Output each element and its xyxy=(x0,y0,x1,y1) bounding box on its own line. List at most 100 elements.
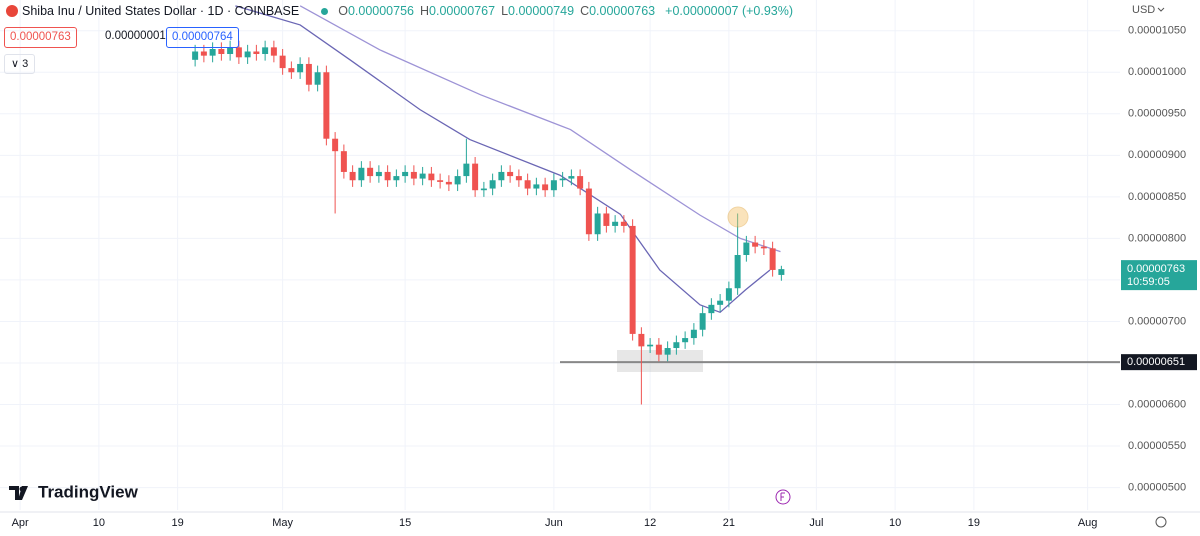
candle-body xyxy=(725,288,732,301)
candle-body xyxy=(708,304,715,314)
candle-body xyxy=(419,173,426,179)
symbol-title[interactable]: Shiba Inu / United States Dollar · 1D · … xyxy=(22,4,300,18)
candle-body xyxy=(568,176,575,179)
candle-body xyxy=(550,180,557,191)
x-tick-label: Jul xyxy=(809,517,823,529)
candle-body xyxy=(270,47,277,56)
candle-body xyxy=(332,138,339,152)
watermark: TradingView xyxy=(38,482,139,501)
candle-body xyxy=(235,47,242,58)
candle-body xyxy=(209,49,216,56)
candle-body xyxy=(227,47,234,54)
candle-body xyxy=(314,72,321,85)
overlay: 0.00001050 0.00001000 0.00000950 0.00000900… xyxy=(12,25,1197,529)
x-tick-label: May xyxy=(272,517,293,529)
last-price-label: 0.00000763 xyxy=(1127,263,1185,275)
event-icon-glyph xyxy=(780,492,785,501)
ohlc-value: 0.00000763 xyxy=(589,4,656,18)
x-tick-label: 19 xyxy=(968,517,980,529)
candle-body xyxy=(603,213,610,226)
candle-body xyxy=(690,329,697,339)
candle-body xyxy=(445,181,452,185)
ohlc-key: C xyxy=(580,4,590,18)
candle-body xyxy=(358,167,365,181)
sell-button[interactable]: 0.00000763 xyxy=(4,27,77,48)
candle-body xyxy=(752,242,759,247)
candle-body xyxy=(507,171,514,177)
settings-icon[interactable] xyxy=(1155,516,1167,528)
candle-body xyxy=(489,180,496,189)
indicators-toggle[interactable]: ∨ 3 xyxy=(4,54,36,74)
candle-body xyxy=(367,167,374,177)
y-tick-label: 0.00000500 xyxy=(1128,481,1186,493)
candle-body xyxy=(542,184,549,191)
y-tick-label: 0.00000600 xyxy=(1128,398,1186,410)
candle-body xyxy=(305,63,312,85)
candle-body xyxy=(577,176,584,189)
candle-body xyxy=(402,171,409,177)
countdown: 10:59:05 xyxy=(1127,276,1170,288)
candle-body xyxy=(262,47,269,54)
x-tick-label: 12 xyxy=(644,517,656,529)
ohlc-value: 0.00000756 xyxy=(347,4,414,18)
symbol-icon xyxy=(6,5,18,17)
moving-average xyxy=(235,5,771,314)
candle-body xyxy=(393,176,400,181)
candle-body xyxy=(629,225,636,334)
candle-body xyxy=(699,313,706,330)
plot xyxy=(0,0,1120,510)
candle-body xyxy=(340,151,347,172)
buy-button[interactable]: 0.00000764 xyxy=(166,27,239,48)
currency-label[interactable]: USD xyxy=(1132,4,1155,16)
ohlc-key: O xyxy=(338,4,348,18)
candle-body xyxy=(612,221,619,226)
candle-body xyxy=(620,221,627,226)
x-tick-label: 10 xyxy=(93,517,105,529)
candle-body xyxy=(244,51,251,58)
ohlc-values: O 0.00000756 H 0.00000767 L 0.00000749 C 0.0000… xyxy=(332,4,655,18)
y-tick-label: 0.00000700 xyxy=(1128,315,1186,327)
candle-body xyxy=(533,184,540,189)
candle-body xyxy=(297,63,304,73)
ohlc-key: H xyxy=(419,4,430,18)
candle-body xyxy=(200,51,207,56)
ohlc-value: 0.00000749 xyxy=(508,4,575,18)
candle-body xyxy=(472,163,479,191)
candle-body xyxy=(515,176,522,181)
x-tick-label: 19 xyxy=(172,517,184,529)
x-tick-label: Apr xyxy=(12,517,29,529)
candle-body xyxy=(375,171,382,177)
x-tick-label: 21 xyxy=(723,517,735,529)
candle-body xyxy=(480,188,487,191)
indicator-count: 3 xyxy=(22,58,29,70)
candle-body xyxy=(498,171,505,181)
candle-body xyxy=(769,248,776,270)
x-tick-label: Aug xyxy=(1078,517,1098,529)
candle-body xyxy=(734,255,741,289)
candle-body xyxy=(288,68,295,73)
candle-body xyxy=(454,176,461,185)
y-tick-label: 0.00000800 xyxy=(1128,232,1186,244)
candle-body xyxy=(410,171,417,179)
candle-body xyxy=(463,163,470,177)
candle-body xyxy=(585,188,592,235)
y-tick-label: 0.00001000 xyxy=(1128,66,1186,78)
y-tick-label: 0.00000900 xyxy=(1128,149,1186,161)
candle-body xyxy=(253,51,260,54)
candle-body xyxy=(428,173,435,181)
logo-dot xyxy=(19,486,25,492)
ohlc-key: L xyxy=(501,4,509,18)
candle-body xyxy=(778,269,785,275)
candle-body xyxy=(743,242,750,255)
candle-body xyxy=(192,51,199,60)
legend-header: Shiba Inu / United States Dollar · 1D · … xyxy=(6,4,793,18)
candle-body xyxy=(760,246,767,249)
hline-label-bg xyxy=(1121,354,1197,371)
tv-logo xyxy=(9,486,28,500)
candle-body xyxy=(218,49,225,54)
event-icon[interactable] xyxy=(775,489,791,505)
candle-body xyxy=(349,171,356,181)
spread: 0.00000001 xyxy=(105,30,166,42)
